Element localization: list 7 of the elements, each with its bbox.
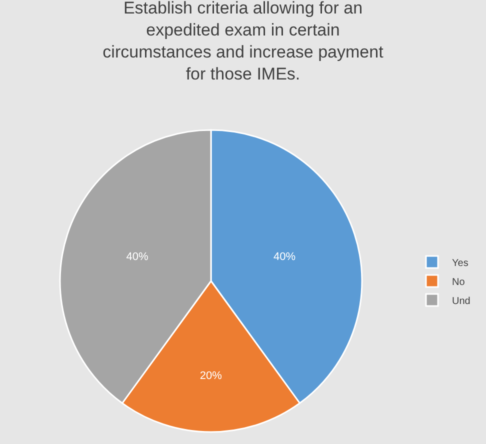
data-label: 40% bbox=[273, 251, 296, 264]
data-label: 20% bbox=[200, 370, 222, 382]
chart-title: Establish criteria allowing for an expedited exam in certain circumstances and increase payment for those IMEs. bbox=[102, 0, 384, 84]
data-label: 40% bbox=[126, 251, 149, 264]
legend-label: No bbox=[452, 276, 466, 288]
legend-label: Yes bbox=[452, 258, 468, 269]
legend-label: Und bbox=[452, 296, 470, 307]
